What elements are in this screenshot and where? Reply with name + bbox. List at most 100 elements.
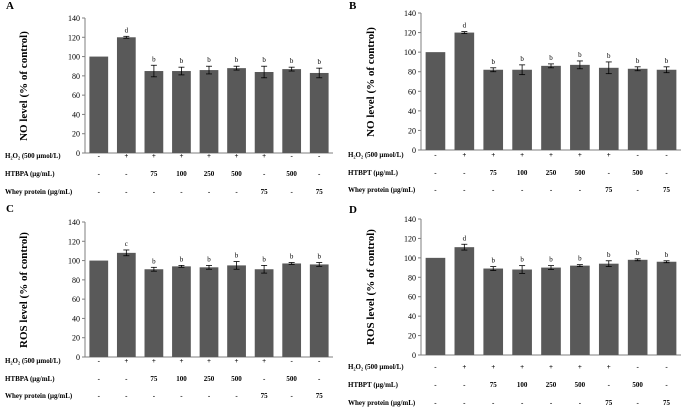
panel-d-treatment-cell: -: [608, 381, 611, 389]
panel-c-treatment-row-label: HTBPA (μg/mL): [5, 375, 55, 383]
panel-c-treatment-cell: 100: [176, 375, 187, 383]
panel-c-treatment-cell: 75: [150, 375, 158, 383]
panel-d-treatment-cell: -: [636, 363, 639, 371]
panel-c-significance-letter: b: [180, 255, 184, 263]
panel-d-y-tick-label: 60: [408, 293, 416, 302]
panel-b-y-axis-title: NO level (% of control): [365, 27, 377, 137]
panel-d-treatment-cell: 250: [546, 381, 557, 389]
panel-d-treatment-cell: +: [491, 363, 495, 371]
panel-b-treatment-cell: 75: [490, 169, 498, 177]
panel-a-treatment-cell: +: [179, 152, 183, 160]
panel-b-treatment-cell: -: [463, 169, 466, 177]
panel-c-significance-letter: b: [207, 255, 211, 263]
panel-a-treatment-row-label: H₂O₂ (500 μmol/L): [5, 152, 61, 160]
panel-b-bar: [541, 65, 561, 150]
panel-d-label: D: [349, 204, 357, 216]
panel-b-significance-letter: b: [549, 54, 553, 62]
panel-b-treatment-cell: 75: [663, 186, 671, 194]
panel-d-significance-letter: b: [636, 249, 640, 257]
panel-b-treatment-cell: -: [434, 186, 437, 194]
panel-a-y-tick-label: 140: [68, 14, 80, 23]
panel-c-treatment-cell: -: [98, 357, 101, 365]
panel-c-treatment-row-label: Whey protein (μg/mL): [5, 392, 73, 400]
panel-b-y-tick-label: 100: [404, 48, 416, 57]
panel-b-treatment-cell: -: [434, 169, 437, 177]
panel-b-treatment-cell: -: [665, 151, 668, 159]
panel-c-bar: [309, 264, 329, 357]
panel-a-bar: [199, 70, 219, 153]
panel-d-treatment-cell: 100: [517, 381, 528, 389]
panel-b-treatment-cell: 75: [605, 186, 613, 194]
panel-c-significance-letter: c: [125, 240, 128, 248]
panel-a-bar: [227, 68, 246, 153]
panel-a-y-tick-label: 80: [72, 72, 80, 81]
panel-a-treatment-cell: +: [207, 152, 211, 160]
panel-b-treatment-cell: +: [491, 151, 495, 159]
panel-c-y-tick-label: 140: [68, 218, 80, 227]
panel-c-bar: [282, 263, 302, 357]
panel-a-treatment-cell: -: [235, 188, 238, 196]
panel-c-treatment-cell: 75: [316, 392, 324, 400]
panel-d-treatment-cell: 75: [605, 399, 613, 407]
panel-c-treatment-cell: -: [125, 392, 128, 400]
panel-c-treatment-cell: 500: [286, 375, 297, 383]
panel-a-treatment-cell: 100: [176, 170, 187, 178]
panel-c-treatment-cell: -: [98, 375, 101, 383]
panel-c-treatment-row-label: H₂O₂ (500 μmol/L): [5, 357, 61, 365]
panel-d-bar: [454, 247, 475, 355]
panel-c-treatment-cell: 250: [204, 375, 215, 383]
panel-b-bar: [454, 32, 475, 151]
panel-d-bar: [483, 268, 504, 355]
panel-a-treatment-cell: 75: [316, 188, 324, 196]
panel-b-treatment-cell: 500: [575, 169, 586, 177]
panel-c-y-axis-title: ROS level (% of control): [18, 232, 30, 348]
panel-d-significance-letter: b: [665, 251, 669, 259]
panel-d-significance-letter: b: [491, 257, 495, 265]
panel-d-y-tick-label: 120: [404, 234, 416, 243]
panel-a-treatment-cell: 500: [286, 170, 297, 178]
panel-d-bar: [425, 257, 446, 355]
panel-d-y-tick-label: 140: [404, 215, 416, 224]
panel-c-y-tick-label: 80: [72, 276, 80, 285]
panel-a-treatment-cell: 250: [204, 170, 215, 178]
panel-d-treatment-cell: -: [463, 399, 466, 407]
panel-b-bar: [598, 67, 619, 150]
panel-a-treatment-cell: -: [180, 188, 183, 196]
panel-c-significance-letter: b: [290, 253, 294, 261]
panel-d-treatment-cell: +: [520, 363, 524, 371]
panel-d-significance-letter: b: [520, 256, 524, 264]
panel-d-treatment-cell: -: [434, 399, 437, 407]
panel-a-treatment-cell: -: [98, 152, 101, 160]
panel-a-significance-letter: b: [207, 56, 211, 64]
panel-d-y-tick-label: 80: [408, 273, 416, 282]
panel-c-bar: [254, 269, 274, 357]
panel-b-significance-letter: b: [636, 57, 640, 65]
panel-c-treatment-cell: -: [318, 375, 321, 383]
panel-d-treatment-cell: -: [492, 399, 495, 407]
panel-c-significance-letter: b: [262, 255, 266, 263]
panel-a-treatment-cell: -: [318, 170, 321, 178]
panel-b-treatment-cell: +: [549, 151, 553, 159]
panel-a-treatment-cell: -: [290, 188, 293, 196]
panel-d-significance-letter: b: [607, 251, 611, 259]
panel-b-treatment-row-label: H₂O₂ (500 μmol/L): [348, 151, 404, 159]
panel-a-treatment-cell: -: [263, 170, 266, 178]
panel-b-treatment-cell: +: [607, 151, 611, 159]
panel-d-bar: [512, 269, 532, 355]
panel-b-treatment-cell: 100: [517, 169, 528, 177]
panel-d-bar: [541, 267, 561, 355]
panel-b-significance-letter: b: [607, 52, 611, 60]
panel-d-treatment-cell: 500: [632, 381, 643, 389]
panel-d-bar: [570, 265, 590, 355]
panel-d-y-tick-label: 0: [412, 351, 416, 360]
panel-a-treatment-cell: -: [98, 170, 101, 178]
panel-d-treatment-cell: 75: [663, 399, 671, 407]
panel-c-treatment-cell: -: [208, 392, 211, 400]
panel-a-treatment-cell: +: [235, 152, 239, 160]
panel-b-y-tick-label: 140: [404, 9, 416, 18]
panel-b-treatment-cell: +: [520, 151, 524, 159]
panel-a-treatment-cell: +: [262, 152, 266, 160]
panel-a-treatment-cell: +: [124, 152, 128, 160]
panel-c-treatment-cell: 500: [231, 375, 242, 383]
panel-a-bar: [116, 37, 136, 153]
